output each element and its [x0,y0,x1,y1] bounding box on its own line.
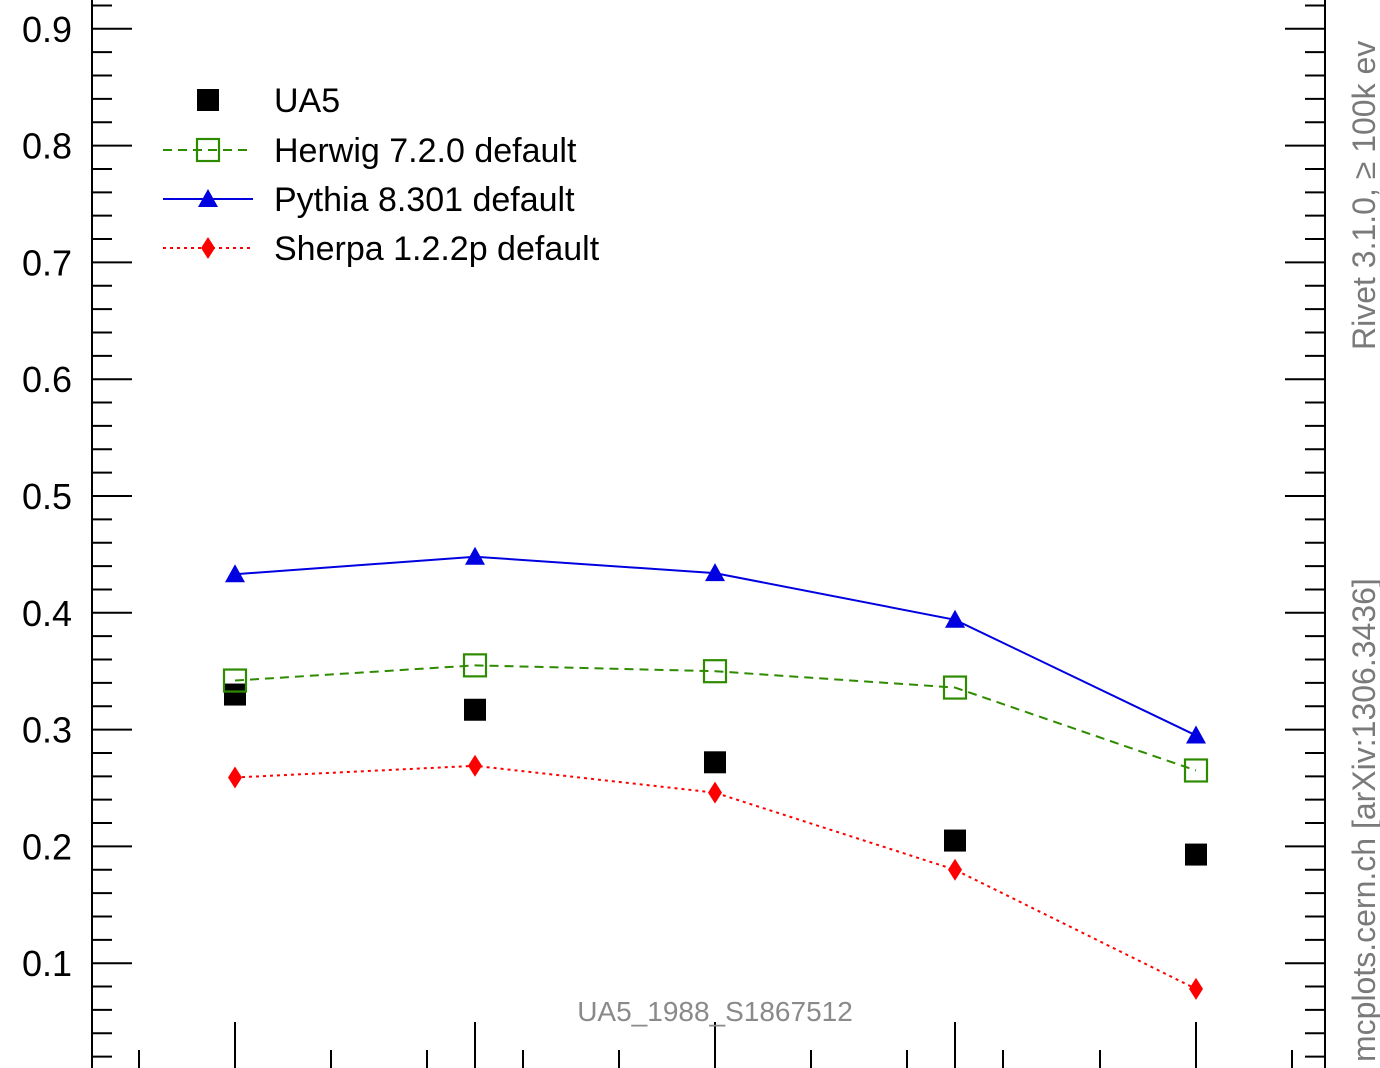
data-point-2 [465,546,485,565]
legend-entry-2: Pythia 8.301 default [163,181,575,219]
data-point-0 [704,751,726,774]
y-axis: 0.1 0.2 0.3 0.4 0.5 0.6 0.7 0.8 0.9 [22,4,1325,1058]
x-axis [138,1022,1293,1068]
analysis-label: UA5_1988_S1867512 [577,996,853,1027]
data-point-0 [944,829,966,852]
series-2 [225,546,1206,744]
data-point-0 [1185,843,1207,866]
data-point-1 [702,659,728,684]
y-tick-label: 0.4 [22,593,72,634]
data-point-3 [228,766,242,789]
legend-label: Sherpa 1.2.2p default [274,230,600,268]
series-3 [228,754,1203,1000]
legend-marker [195,137,221,163]
data-point-2 [1186,725,1206,744]
y-tick-label: 0.9 [22,9,72,50]
data-point-2 [705,563,725,582]
data-point-1 [462,653,488,678]
data-point-3 [948,858,962,881]
series-0 [224,683,1207,866]
data-point-1 [942,675,968,700]
legend-marker [198,189,218,207]
y-tick-label: 0.5 [22,476,72,517]
data-point-1 [222,668,248,693]
series-1 [222,653,1209,783]
legend-label: Herwig 7.2.0 default [274,132,577,170]
data-point-1 [1183,758,1209,783]
rivet-version-label: Rivet 3.1.0, ≥ 100k ev [1346,41,1380,350]
data-point-3 [1189,977,1203,1000]
plot-frame [91,0,1326,1068]
data-point-3 [468,754,482,777]
legend-marker [201,237,215,259]
legend-entry-0: UA5 [197,82,340,120]
y-tick-label: 0.2 [22,826,72,867]
y-tick-label: 0.1 [22,943,72,984]
data-point-2 [225,564,245,583]
mcplots-label: mcplots.cern.ch [arXiv:1306.3436] [1346,578,1380,1062]
legend-entry-1: Herwig 7.2.0 default [163,132,577,170]
data-point-0 [464,698,486,721]
data-point-3 [708,781,722,804]
y-tick-label: 0.8 [22,126,72,167]
data-point-0 [224,683,246,706]
legend-marker [197,89,219,111]
data-point-2 [945,609,965,628]
y-tick-label: 0.3 [22,710,72,751]
legend-entry-3: Sherpa 1.2.2p default [163,230,600,268]
series-line-2 [234,555,1197,737]
y-tick-label: 0.6 [22,359,72,400]
series-layer [222,546,1209,1000]
legend-label: Pythia 8.301 default [274,181,575,219]
legend: UA5 Herwig 7.2.0 default Pythia 8.301 defa… [163,82,600,268]
legend-label: UA5 [274,82,340,120]
series-line-1 [234,664,1197,772]
y-tick-label: 0.7 [22,242,72,283]
